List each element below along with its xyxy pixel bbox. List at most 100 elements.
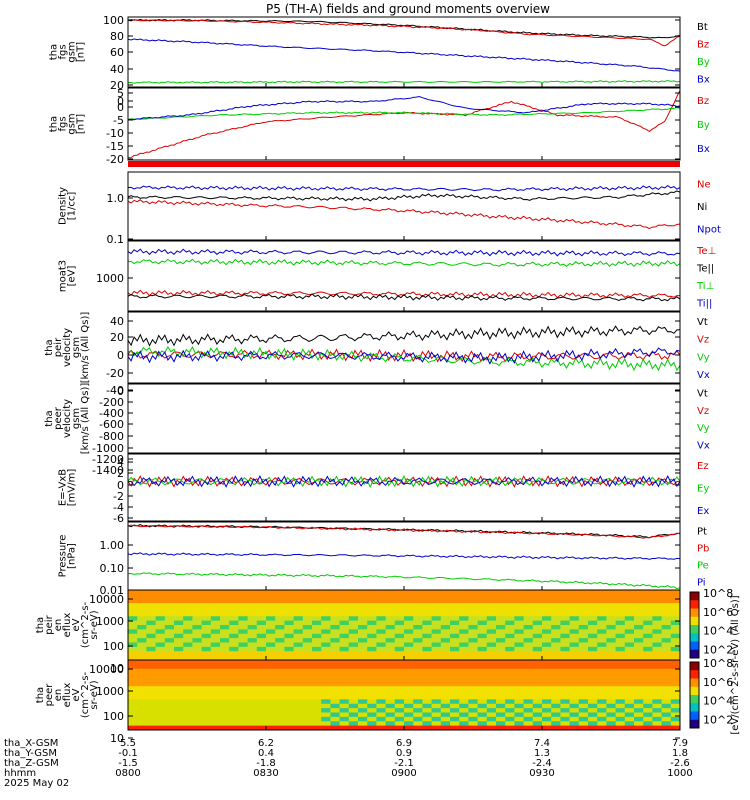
spectrogram-cell	[597, 699, 607, 705]
spectrogram-cell	[293, 598, 304, 604]
spectrogram-cell	[634, 681, 644, 687]
spectrogram-cell	[312, 590, 322, 595]
spectrogram-cell	[330, 655, 341, 661]
legend-Vy: Vy	[697, 423, 710, 434]
spectrogram-cell	[358, 708, 368, 713]
spectrogram-cell	[615, 629, 626, 635]
spectrogram-cell	[238, 686, 249, 692]
spectrogram-cell	[606, 725, 617, 731]
colorbar-tick-label: 10^6	[703, 676, 733, 689]
spectrogram-cell	[293, 629, 304, 635]
spectrogram-cell	[615, 703, 626, 709]
spectrogram-cell	[146, 725, 157, 731]
spectrogram-cell	[302, 638, 313, 643]
spectrogram-cell	[551, 686, 561, 692]
spectrogram-cell	[321, 695, 331, 700]
y-axis-label: velocity	[62, 399, 73, 438]
spectrogram-cell	[523, 620, 534, 626]
spectrogram-cell	[146, 646, 157, 652]
status-bar	[128, 161, 680, 167]
spectrogram-cell	[560, 681, 571, 687]
spectrogram-cell	[431, 660, 442, 665]
spectrogram-cell	[275, 625, 285, 630]
spectrogram-cell	[201, 620, 212, 626]
spectrogram-cell	[312, 681, 322, 687]
y-tick-label: 0	[117, 479, 124, 492]
spectrogram-cell	[284, 590, 295, 595]
spectrogram-cell	[293, 603, 304, 608]
series-line-Bz	[127, 90, 681, 159]
spectrogram-cell	[376, 668, 387, 674]
spectrogram-cell	[597, 598, 607, 604]
spectrogram-cell	[247, 642, 258, 648]
panel-p10: 10000100010010thapeerenefluxeV(cm^2-s-sr…	[35, 659, 681, 745]
spectrogram-cell	[643, 629, 653, 635]
spectrogram-cell	[634, 603, 644, 608]
spectrogram-cell	[450, 598, 460, 604]
spectrogram-cell	[385, 616, 396, 622]
spectrogram-cell	[155, 712, 166, 718]
x-row-label: tha_Z-GSM	[4, 758, 59, 769]
spectrogram-cell	[266, 633, 276, 639]
spectrogram-cell	[146, 603, 157, 608]
spectrogram-cell	[652, 668, 663, 674]
spectrogram-cell	[532, 664, 543, 670]
spectrogram-cell	[615, 716, 626, 722]
y-axis-label: peer	[44, 683, 55, 707]
spectrogram-cell	[183, 668, 193, 674]
spectrogram-cell	[146, 695, 157, 700]
spectrogram-cell	[413, 603, 423, 608]
plot-title: P5 (TH-A) fields and ground moments over…	[266, 2, 550, 16]
spectrogram-cell	[578, 703, 589, 709]
spectrogram-cell	[146, 620, 157, 626]
spectrogram-cell	[128, 655, 138, 661]
spectrogram-cell	[523, 712, 534, 718]
spectrogram-cell	[404, 695, 414, 700]
spectrogram-cell	[486, 607, 497, 613]
spectrogram-cell	[284, 673, 295, 678]
spectrogram-cell	[450, 725, 460, 731]
spectrogram-cell	[330, 690, 341, 696]
spectrogram-cell	[330, 603, 341, 608]
spectrogram-cell	[256, 616, 267, 622]
spectrogram-cell	[247, 703, 258, 709]
spectrogram-cell	[670, 699, 681, 705]
spectrogram-cell	[505, 598, 515, 604]
spectrogram-cell	[578, 646, 589, 652]
spectrogram-cell	[293, 625, 304, 630]
spectrogram-cell	[312, 594, 322, 600]
spectrogram-cell	[164, 651, 175, 657]
spectrogram-cell	[312, 642, 322, 648]
spectrogram-cell	[201, 721, 212, 727]
spectrogram-cell	[440, 664, 451, 670]
spectrogram-cell	[551, 725, 561, 731]
spectrogram-cell	[450, 690, 460, 696]
spectrogram-cell	[624, 712, 635, 718]
spectrogram-cell	[348, 673, 359, 678]
spectrogram-cell	[220, 668, 230, 674]
spectrogram-cell	[321, 668, 331, 674]
spectrogram-cell	[321, 664, 331, 670]
spectrogram-cell	[312, 620, 322, 626]
spectrogram-cell	[422, 611, 433, 617]
spectrogram-cell	[155, 716, 166, 722]
spectrogram-cell	[238, 611, 249, 617]
spectrogram-cell	[210, 725, 221, 731]
spectrogram-cell	[588, 651, 598, 657]
spectrogram-cell	[137, 703, 147, 709]
spectrogram-cell	[201, 703, 212, 709]
spectrogram-cell	[404, 620, 414, 626]
spectrogram-cell	[312, 673, 322, 678]
spectrogram-cell	[201, 651, 212, 657]
spectrogram-cell	[275, 668, 285, 674]
panel-frame	[127, 171, 681, 241]
spectrogram-cell	[284, 616, 295, 622]
spectrogram-cell	[661, 660, 672, 665]
spectrogram-cell	[229, 721, 239, 727]
spectrogram-cell	[348, 690, 359, 696]
spectrogram-cell	[312, 708, 322, 713]
spectrogram-cell	[137, 616, 147, 622]
spectrogram-cell	[358, 712, 368, 718]
spectrogram-cell	[440, 646, 451, 652]
